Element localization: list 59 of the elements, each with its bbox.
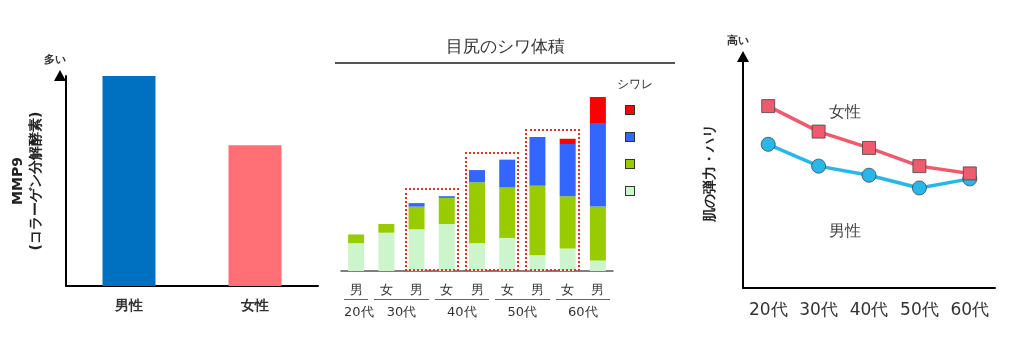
text: 多い (44, 52, 66, 67)
y-axis-title: 肌の弾力・ハリ (701, 123, 717, 223)
bar (438, 224, 455, 271)
x-tick-label: 男 (591, 282, 605, 297)
x-tick-label: 60代 (950, 298, 990, 319)
point (811, 124, 826, 139)
x-tick-label: 女 (440, 282, 454, 297)
bar (529, 185, 546, 256)
bar (529, 137, 546, 186)
x-tick-label: 男性 (114, 297, 143, 313)
bar (559, 196, 576, 249)
x-tick-label: 20代 (748, 298, 788, 319)
bar (499, 237, 516, 271)
point (760, 136, 776, 152)
point (861, 167, 877, 183)
bar (408, 206, 425, 230)
bar (348, 234, 365, 244)
x-tick-label: 女性 (240, 297, 269, 313)
text: 男性 (829, 221, 861, 241)
bar (529, 255, 546, 271)
y-axis-title: MMP9 (コラーゲン分解酵素) (9, 111, 43, 251)
text: 高い (727, 33, 749, 48)
chart-title: 目尻のシワ体積 (445, 35, 565, 56)
bar (589, 206, 606, 261)
bar (589, 123, 606, 207)
series-label: 女性 (829, 101, 861, 121)
x-tick-label: 50代 (900, 298, 939, 319)
bar (469, 243, 485, 271)
bar (589, 260, 606, 271)
bar (589, 97, 606, 124)
x-tick-label: 男 (349, 282, 363, 297)
bar (348, 243, 365, 271)
x-tick-label: 40代 (849, 298, 889, 319)
point (862, 141, 876, 155)
bar (499, 159, 516, 188)
point (962, 166, 977, 181)
x-tick-label: 男 (410, 282, 424, 297)
bar (559, 143, 576, 197)
x-tick-label: 30代 (799, 298, 838, 319)
bar (499, 187, 516, 238)
bar (438, 197, 455, 225)
bar (559, 248, 576, 271)
bar (469, 170, 485, 183)
point (811, 158, 826, 174)
x-tick-label: 女 (561, 282, 575, 297)
bar (469, 182, 485, 244)
point (912, 159, 927, 174)
bar (408, 203, 425, 207)
point (761, 99, 776, 114)
bar (559, 138, 576, 144)
x-tick-label: 女 (500, 282, 514, 297)
x-tick-label: 女 (379, 282, 393, 297)
bar (378, 232, 395, 271)
x-tick-label: 男 (530, 282, 544, 297)
legend-title: シワレ (617, 76, 653, 93)
x-tick-label: 男 (470, 282, 484, 297)
bar (408, 229, 425, 271)
point (912, 180, 927, 196)
bar (378, 224, 395, 233)
